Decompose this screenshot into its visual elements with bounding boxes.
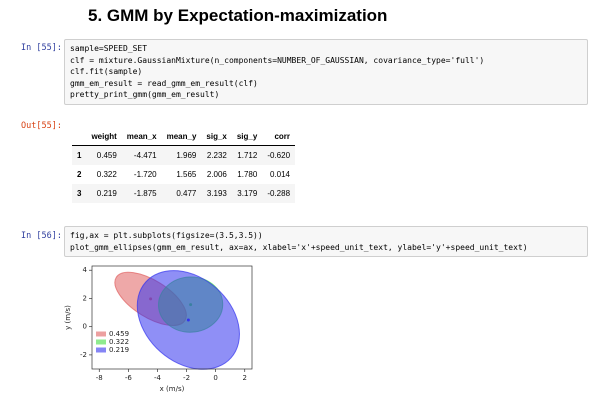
y-tick-label: -2 [80, 351, 87, 359]
code-line: clf = mixture.GaussianMixture(n_componen… [70, 55, 485, 65]
x-tick-label: -2 [183, 374, 190, 382]
code-line: plot_gmm_ellipses(gmm_em_result, ax=ax, … [70, 242, 528, 252]
out-prompt: Out[55]: [21, 121, 62, 131]
table-cell: 3.179 [237, 189, 258, 198]
table-cell: 1 [77, 151, 82, 160]
y-tick-label: 0 [83, 323, 87, 331]
y-axis-label: y (m/s) [64, 305, 72, 330]
x-tick-label: -4 [154, 374, 162, 382]
in-prompt: In [55]: [21, 43, 62, 53]
code-line: sample=SPEED_SET [70, 44, 148, 53]
table-row: 1 0.459 -4.471 1.969 2.232 1.712 -0.620 [72, 145, 296, 165]
column-header: weight [86, 128, 122, 146]
legend-swatch [96, 331, 106, 337]
column-header: mean_x [121, 128, 162, 146]
code-cell[interactable]: fig,ax = plt.subplots(figsize=(3.5,3.5))… [64, 226, 588, 257]
code-line: pretty_print_gmm(gmm_em_result) [70, 90, 220, 99]
code-line: gmm_em_result = read_gmm_em_result(clf) [70, 78, 258, 88]
table-cell: 2.232 [206, 151, 227, 160]
x-tick-label: 0 [213, 374, 217, 382]
table-cell: 1.969 [176, 151, 197, 160]
table-cell: 0.014 [269, 170, 291, 179]
table-cell: 1.780 [237, 170, 258, 179]
legend-label: 0.219 [109, 346, 129, 354]
x-tick-label: 2 [242, 374, 246, 382]
table-cell: 0.459 [96, 151, 117, 160]
table-cell: -4.471 [133, 151, 157, 160]
table-cell: 2 [77, 170, 82, 179]
table-cell: 0.322 [96, 170, 117, 179]
column-header: corr [262, 128, 296, 146]
table-cell: -0.288 [267, 189, 291, 198]
column-header: sig_y [231, 128, 263, 146]
code-line: fig,ax = plt.subplots(figsize=(3.5,3.5)) [70, 231, 263, 240]
result-table: weight mean_x mean_y sig_x sig_y corr 1 0.459 -4… [72, 128, 296, 203]
table-row: 3 0.219 -1.875 0.477 3.193 3.179 -0.288 [72, 184, 296, 203]
legend-label: 0.322 [109, 338, 129, 346]
table-cell: 0.219 [96, 189, 117, 198]
table-cell: -1.875 [133, 189, 157, 198]
legend-swatch [96, 339, 106, 345]
table-cell: 0.477 [176, 189, 197, 198]
table-cell: 3 [77, 189, 82, 198]
plot-frame [91, 265, 253, 370]
ellipse-center [186, 318, 190, 322]
heading: 5. GMM by Expectation-maximization [88, 6, 388, 25]
column-header [72, 128, 87, 146]
legend-label: 0.459 [109, 330, 129, 338]
table-row: 2 0.322 -1.720 1.565 2.006 1.780 0.014 [72, 165, 295, 184]
code-line: clf.fit(sample) [70, 67, 143, 76]
in-prompt: In [56]: [21, 231, 62, 241]
table-cell: 1.712 [237, 151, 258, 160]
x-tick-label: -6 [125, 374, 133, 382]
legend-swatch [96, 347, 106, 353]
column-header: sig_x [201, 128, 232, 146]
column-header: mean_y [161, 128, 202, 146]
table-cell: -0.620 [267, 151, 291, 160]
table-cell: 3.193 [206, 189, 227, 198]
y-tick-label: 2 [83, 294, 87, 302]
x-axis-label: x (m/s) [160, 385, 185, 393]
x-tick-label: -8 [96, 374, 103, 382]
y-tick-label: 4 [83, 266, 88, 274]
table-cell: -1.720 [133, 170, 157, 179]
table-cell: 2.006 [206, 170, 227, 179]
table-cell: 1.565 [176, 170, 197, 179]
